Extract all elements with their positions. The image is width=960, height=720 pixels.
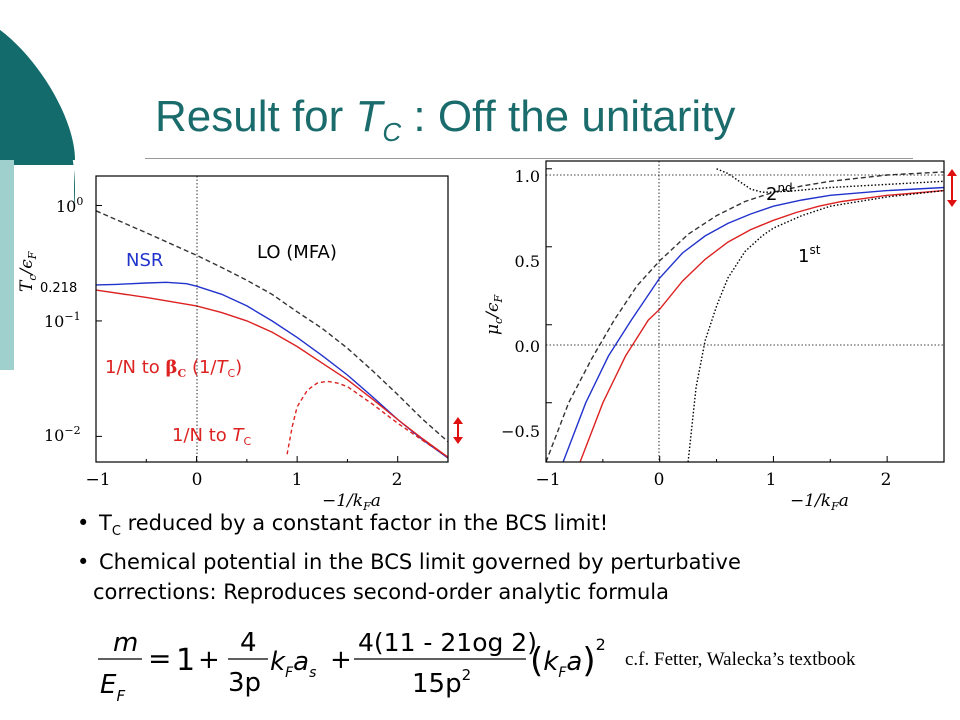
mu-ytick-3: −0.5	[501, 422, 540, 441]
bullet-tc-T: T	[99, 511, 112, 535]
mu-ytick-0: 1.0	[515, 167, 540, 186]
bullet-tc-text: reduced by a constant factor in the BCS …	[120, 511, 609, 535]
formula-eq: =	[148, 642, 171, 675]
tc-chart-ticks	[95, 204, 449, 462]
formula-paren: (kFa)2	[530, 635, 606, 681]
formula-plus1: +	[198, 645, 220, 675]
mu-chart-ticks	[545, 168, 945, 462]
mu-second-order-line	[716, 168, 945, 193]
title-divider	[145, 158, 913, 159]
formula-lhs-num: m	[113, 628, 138, 658]
mu-xtick-3: 2	[881, 470, 892, 490]
mu-ytick-2: 0.0	[515, 337, 540, 356]
bullet-list: • TC reduced by a constant factor in the…	[75, 508, 955, 607]
teal-top-shape	[0, 30, 75, 160]
bullet-tc: • TC reduced by a constant factor in the…	[75, 508, 955, 547]
tc-label: 1/N to TC	[172, 425, 252, 448]
tc-ylabel: Tc/ϵF	[17, 251, 39, 292]
formula-frac2-den: 15p2	[412, 666, 471, 699]
formula-frac1-num: 4	[240, 628, 257, 658]
mu-red-line	[579, 189, 945, 463]
mu-ylabel: μc/ϵF	[483, 295, 505, 335]
bullet-dot: •	[77, 550, 90, 575]
beta-label: 1/N to βC (1/TC)	[105, 357, 242, 380]
formula-frac1-den: 3p	[228, 668, 261, 698]
slide-title: Result for TC : Off the unitarity	[155, 92, 735, 148]
tc-expansion-line	[286, 380, 449, 458]
value-0218-label: 0.218	[40, 281, 77, 296]
mu-first-order-line	[687, 189, 945, 463]
formula-one: 1	[176, 643, 195, 678]
lo-mfa-line	[95, 210, 449, 443]
formula-frac2-num: 4(11 - 21og 2)	[358, 628, 537, 657]
mu-ytick-1: 0.5	[515, 252, 540, 271]
bullet-mu-line1: Chemical potential in the BCS limit gove…	[99, 550, 741, 575]
mu-chart-frame	[545, 160, 945, 463]
formula-plus2: +	[330, 645, 352, 675]
tc-chart-frame	[95, 175, 449, 463]
mu-lo-line	[545, 171, 945, 463]
tc-chart-lines	[95, 210, 449, 459]
reference-note: c.f. Fetter, Walecka’s textbook	[625, 649, 856, 670]
mu-xtick-0: −1	[535, 470, 560, 490]
tc-xtick-2: 1	[292, 470, 303, 490]
title-suffix: : Off the unitarity	[401, 92, 736, 141]
nsr-line	[95, 281, 449, 459]
tc-xtick-0: −1	[85, 470, 110, 490]
title-sub: C	[382, 116, 402, 147]
lo-label: LO (MFA)	[257, 242, 337, 263]
teal-light-shape	[0, 160, 14, 360]
title-var: T	[355, 92, 383, 141]
teal-dark-band	[14, 165, 74, 525]
bullet-mu-line2: corrections: Reproduces second-order ana…	[93, 580, 669, 605]
second-order-label: 2nd	[766, 181, 793, 205]
bullet-tc-sub: C	[111, 524, 121, 540]
bullet-mu: • Chemical potential in the BCS limit go…	[75, 547, 955, 577]
mu-double-arrow	[947, 169, 957, 207]
formula: m EF = 1 + 4 3p kFas + 4(11 - 21og 2) 15…	[98, 628, 606, 705]
formula-kfa: kFas	[270, 647, 316, 681]
formula-lhs-den: EF	[100, 670, 125, 705]
first-order-label: 1st	[798, 243, 821, 267]
bullet-mu-cont: corrections: Reproduces second-order ana…	[75, 577, 955, 607]
tc-double-arrow	[453, 417, 463, 444]
mu-xtick-2: 1	[766, 470, 777, 490]
mu-xtick-1: 0	[654, 470, 665, 490]
tc-xtick-1: 0	[192, 470, 203, 490]
bullet-dot: •	[77, 511, 90, 535]
title-prefix: Result for	[155, 92, 356, 141]
mu-chart-lines	[545, 168, 945, 463]
nsr-label: NSR	[126, 250, 163, 271]
tc-xtick-3: 2	[392, 470, 403, 490]
mu-nsr-line	[562, 186, 945, 463]
